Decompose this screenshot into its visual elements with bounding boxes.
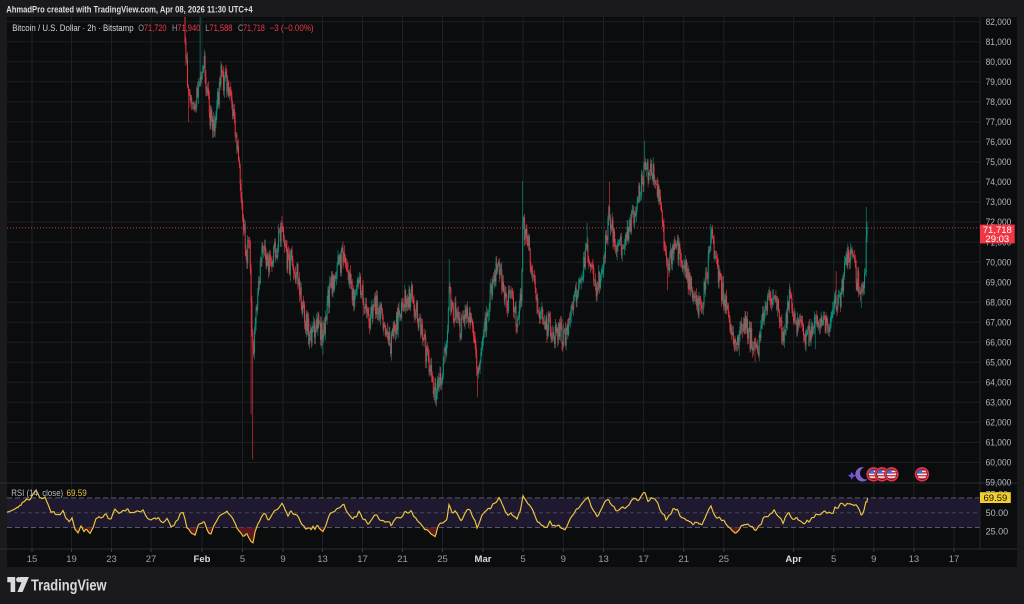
svg-text:15: 15 xyxy=(27,554,38,565)
svg-text:81,000: 81,000 xyxy=(986,37,1012,48)
svg-text:60,000: 60,000 xyxy=(986,458,1012,469)
svg-text:71,718: 71,718 xyxy=(983,225,1012,236)
svg-text:74,000: 74,000 xyxy=(986,177,1012,188)
svg-text:69,000: 69,000 xyxy=(986,277,1012,288)
svg-text:73,000: 73,000 xyxy=(986,197,1012,208)
svg-text:70,000: 70,000 xyxy=(986,257,1012,268)
svg-text:Bitcoin / U.S. Dollar · 2h · B: Bitcoin / U.S. Dollar · 2h · Bitstamp xyxy=(12,23,133,33)
svg-text:AhmadPro created with TradingV: AhmadPro created with TradingView.com, A… xyxy=(6,5,252,15)
svg-text:23: 23 xyxy=(106,554,117,565)
svg-text:61,000: 61,000 xyxy=(986,438,1012,449)
svg-text:66,000: 66,000 xyxy=(986,337,1012,348)
svg-text:25.00: 25.00 xyxy=(986,527,1009,538)
svg-text:68,000: 68,000 xyxy=(986,297,1012,308)
svg-text:69.59: 69.59 xyxy=(984,493,1008,504)
svg-text:19: 19 xyxy=(66,554,77,565)
svg-text:21: 21 xyxy=(397,554,408,565)
svg-text:63,000: 63,000 xyxy=(986,398,1012,409)
svg-text:29:03: 29:03 xyxy=(985,234,1009,245)
svg-text:13: 13 xyxy=(317,554,328,565)
svg-text:TradingView: TradingView xyxy=(31,578,107,595)
svg-text:25: 25 xyxy=(437,554,448,565)
svg-text:17: 17 xyxy=(638,554,649,565)
svg-text:82,000: 82,000 xyxy=(986,17,1012,28)
svg-text:5: 5 xyxy=(520,554,525,565)
svg-text:RSI (14, close): RSI (14, close) xyxy=(11,488,63,498)
svg-text:13: 13 xyxy=(909,554,920,565)
svg-text:C71,718: C71,718 xyxy=(238,23,265,33)
svg-text:Apr: Apr xyxy=(785,554,802,565)
svg-text:5: 5 xyxy=(240,554,245,565)
svg-text:76,000: 76,000 xyxy=(986,137,1012,148)
svg-text:72,000: 72,000 xyxy=(986,217,1012,228)
svg-text:59,000: 59,000 xyxy=(986,478,1012,489)
svg-text:Mar: Mar xyxy=(475,554,492,565)
svg-text:9: 9 xyxy=(280,554,285,565)
svg-text:64,000: 64,000 xyxy=(986,378,1012,389)
svg-text:−3 (−0.00%): −3 (−0.00%) xyxy=(270,23,314,33)
svg-text:25: 25 xyxy=(719,554,730,565)
svg-text:21: 21 xyxy=(678,554,689,565)
svg-text:17: 17 xyxy=(949,554,960,565)
svg-text:69.59: 69.59 xyxy=(67,488,87,498)
svg-text:H71,940: H71,940 xyxy=(172,23,200,33)
svg-text:79,000: 79,000 xyxy=(986,77,1012,88)
svg-text:78,000: 78,000 xyxy=(986,97,1012,108)
svg-text:50.00: 50.00 xyxy=(986,508,1009,519)
svg-text:65,000: 65,000 xyxy=(986,357,1012,368)
svg-text:80,000: 80,000 xyxy=(986,57,1012,68)
svg-text:9: 9 xyxy=(871,554,876,565)
svg-text:Feb: Feb xyxy=(194,554,211,565)
svg-text:5: 5 xyxy=(831,554,836,565)
svg-text:O71,720: O71,720 xyxy=(138,23,166,33)
svg-text:67,000: 67,000 xyxy=(986,317,1012,328)
svg-text:L71,588: L71,588 xyxy=(205,23,232,33)
svg-text:62,000: 62,000 xyxy=(986,418,1012,429)
svg-text:27: 27 xyxy=(146,554,157,565)
svg-text:9: 9 xyxy=(561,554,566,565)
svg-text:75,000: 75,000 xyxy=(986,157,1012,168)
svg-text:17: 17 xyxy=(357,554,368,565)
svg-text:13: 13 xyxy=(598,554,609,565)
svg-text:77,000: 77,000 xyxy=(986,117,1012,128)
